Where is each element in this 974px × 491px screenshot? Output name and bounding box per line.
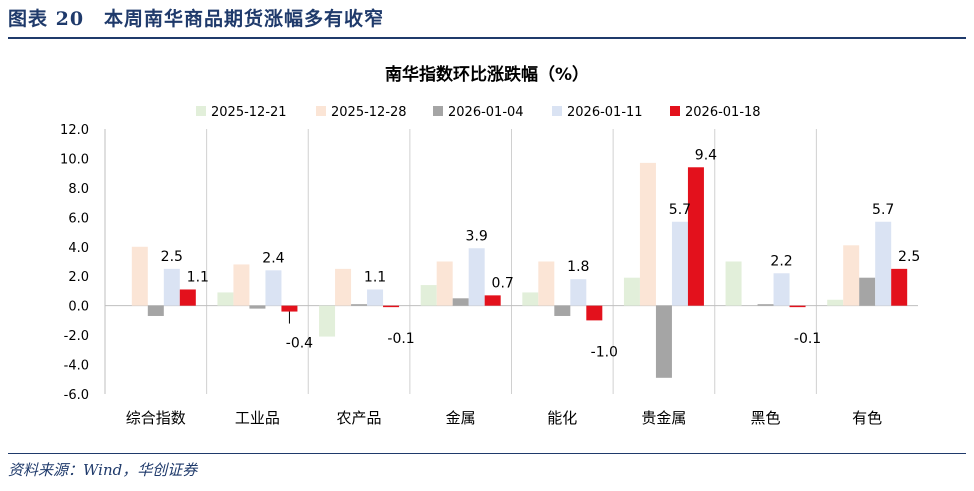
- legend-label: 2026-01-18: [685, 105, 761, 120]
- legend-swatch: [670, 106, 680, 116]
- bar-2026-01-11-贵金属: [671, 221, 688, 306]
- legend-swatch: [316, 106, 326, 116]
- x-tick-label: 黑色: [751, 409, 781, 427]
- chart-title: 南华指数环比涨跌幅（%）: [385, 64, 589, 85]
- data-label: 0.7: [492, 275, 514, 291]
- bar-2026-01-04-农产品: [351, 304, 368, 306]
- bar-2025-12-21-金属: [420, 285, 437, 306]
- legend: 2025-12-21 2025-12-28 2026-01-04 2026-01-11…: [196, 105, 761, 120]
- bar-2026-01-04-金属: [452, 298, 469, 306]
- legend-item-2026-01-18: 2026-01-18: [670, 105, 761, 120]
- bar-2025-12-21-有色: [827, 299, 844, 306]
- legend-item-2025-12-28: 2025-12-28: [316, 105, 407, 120]
- data-label: -1.0: [591, 344, 618, 360]
- bar-2025-12-21-黑色: [725, 261, 742, 306]
- data-label: 5.7: [669, 202, 691, 218]
- data-label: 9.4: [695, 147, 717, 163]
- plot-area: 12.0 10.0 8.0 6.0 4.0 2.0 0.0 -2.0 -4.0 -6.0 综合指数 工…: [60, 123, 920, 427]
- x-tick-label: 能化: [547, 409, 577, 427]
- data-label: 3.9: [466, 228, 488, 244]
- bar-2026-01-04-综合指数: [147, 305, 164, 316]
- source-note: 资料来源：Wind，华创证券: [8, 461, 198, 479]
- bar-2026-01-04-贵金属: [655, 305, 672, 378]
- bar-2026-01-04-能化: [554, 305, 571, 316]
- data-label: 2.4: [262, 250, 284, 266]
- legend-label: 2026-01-04: [448, 105, 524, 120]
- data-label: 1.8: [567, 259, 589, 275]
- bar-2025-12-28-金属: [436, 261, 453, 306]
- data-label: -0.1: [794, 331, 821, 347]
- bar-chart: 南华指数环比涨跌幅（%） 2025-12-21 2025-12-28 2026-01…: [60, 64, 920, 427]
- legend-swatch: [552, 106, 562, 116]
- y-tick-label: -2.0: [64, 329, 89, 344]
- bar-2026-01-11-能化: [570, 279, 587, 306]
- y-tick-label: 4.0: [68, 241, 89, 256]
- legend-label: 2025-12-28: [331, 105, 407, 120]
- x-tick-label: 综合指数: [126, 409, 186, 427]
- legend-item-2026-01-04: 2026-01-04: [433, 105, 524, 120]
- x-tick-label: 贵金属: [641, 409, 686, 427]
- legend-swatch: [433, 106, 443, 116]
- bar-2026-01-18-金属: [484, 295, 501, 306]
- data-label: 2.5: [898, 249, 920, 265]
- data-label: 2.2: [770, 253, 792, 269]
- x-tick-label: 有色: [852, 409, 882, 427]
- data-label: 1.1: [364, 269, 386, 285]
- bar-2026-01-18-综合指数: [179, 289, 196, 306]
- data-label: -0.4: [286, 336, 313, 352]
- bar-2026-01-11-金属: [468, 248, 485, 306]
- data-label: -0.1: [387, 331, 414, 347]
- y-tick-label: 0.0: [68, 300, 89, 315]
- y-tick-label: 10.0: [60, 152, 89, 167]
- legend-item-2026-01-11: 2026-01-11: [552, 105, 643, 120]
- bar-2025-12-21-工业品: [217, 292, 234, 306]
- bar-2026-01-18-黑色: [789, 305, 806, 308]
- x-tick-label: 金属: [446, 409, 476, 427]
- legend-swatch: [196, 106, 206, 116]
- y-tick-label: 12.0: [60, 123, 89, 138]
- legend-label: 2026-01-11: [567, 105, 643, 120]
- bar-2026-01-18-能化: [586, 305, 603, 321]
- legend-item-2025-12-21: 2025-12-21: [196, 105, 287, 120]
- bar-2026-01-11-有色: [875, 221, 892, 306]
- x-tick-label: 农产品: [337, 409, 382, 427]
- bar-2026-01-04-工业品: [249, 305, 266, 309]
- bar-2025-12-28-能化: [538, 261, 555, 306]
- bar-2026-01-04-黑色: [757, 304, 774, 306]
- bar-2026-01-04-有色: [859, 277, 876, 306]
- y-tick-label: 8.0: [68, 182, 89, 197]
- bar-2026-01-11-黑色: [773, 273, 790, 306]
- bar-2025-12-28-工业品: [233, 264, 250, 306]
- bar-2025-12-28-贵金属: [639, 162, 656, 306]
- footer-rule: [8, 453, 966, 454]
- bar-2025-12-28-综合指数: [131, 246, 148, 306]
- x-tick-label: 工业品: [235, 409, 280, 427]
- bar-2026-01-18-贵金属: [687, 167, 704, 306]
- bar-2025-12-28-农产品: [335, 268, 352, 306]
- bar-2026-01-11-工业品: [265, 270, 282, 306]
- legend-label: 2025-12-21: [211, 105, 287, 120]
- title-rule: [8, 37, 966, 39]
- bar-2026-01-18-有色: [891, 268, 908, 306]
- y-tick-label: 2.0: [68, 270, 89, 285]
- y-tick-label: -6.0: [64, 388, 89, 403]
- bar-2025-12-28-有色: [843, 245, 860, 306]
- bar-2026-01-18-农产品: [383, 305, 400, 308]
- figure-title: 图表 20 本周南华商品期货涨幅多有收窄: [8, 8, 385, 30]
- data-label: 5.7: [872, 202, 894, 218]
- bar-2026-01-11-农产品: [367, 289, 384, 306]
- bar-2026-01-11-综合指数: [163, 268, 180, 306]
- bar-2025-12-21-能化: [522, 292, 539, 306]
- bar-2025-12-21-农产品: [319, 305, 336, 337]
- data-label: 2.5: [161, 249, 183, 265]
- data-label: 1.1: [187, 269, 209, 285]
- y-tick-label: -4.0: [64, 359, 89, 374]
- bar-2025-12-21-贵金属: [623, 277, 640, 306]
- bar-2026-01-18-工业品: [281, 305, 298, 312]
- y-tick-label: 6.0: [68, 211, 89, 226]
